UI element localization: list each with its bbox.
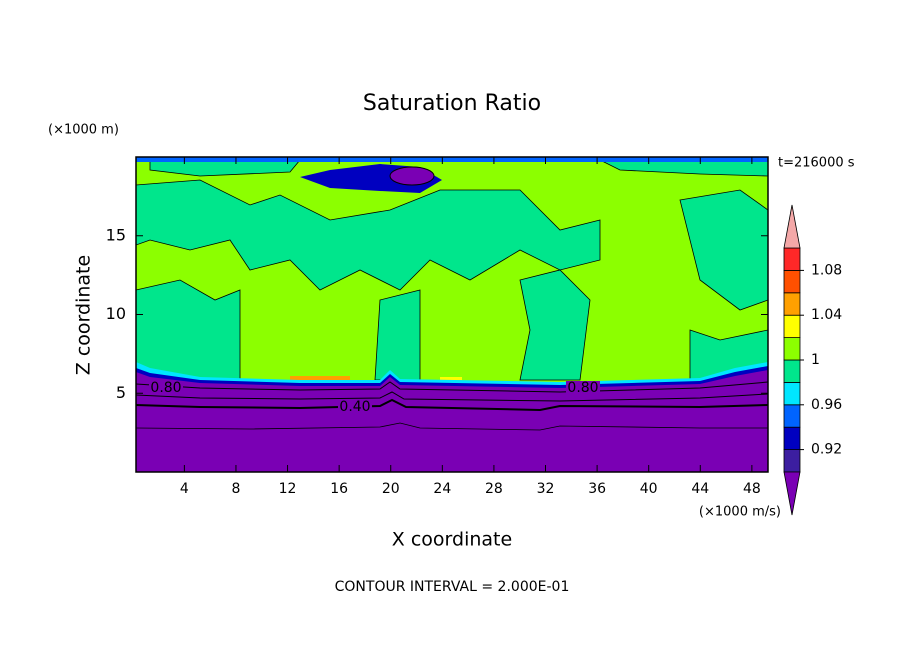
y-units: (×1000 m) xyxy=(48,123,119,138)
x-tick-label: 28 xyxy=(485,481,503,497)
x-tick-label: 24 xyxy=(433,481,451,497)
y-tick-label: 15 xyxy=(106,225,126,244)
x-tick-label: 48 xyxy=(743,481,761,497)
x-units: (×1000 m/s) xyxy=(699,505,781,520)
contour-label-bg xyxy=(338,400,372,414)
contour-label-bg xyxy=(566,381,600,395)
x-tick-label: 8 xyxy=(231,481,240,497)
footer: CONTOUR INTERVAL = 2.000E-01 xyxy=(335,579,570,595)
x-tick-label: 16 xyxy=(330,481,348,497)
contour-label: 0.80 xyxy=(150,380,181,396)
colorbar-under xyxy=(783,471,801,516)
x-tick-label: 4 xyxy=(180,481,189,497)
contour-label-bg xyxy=(149,381,183,395)
colorbar-band xyxy=(783,449,801,473)
colorbar-band xyxy=(783,337,801,361)
x-tick-label: 32 xyxy=(537,481,555,497)
contour-field xyxy=(136,157,768,472)
chart-title: Saturation Ratio xyxy=(363,91,541,116)
x-axis-label: X coordinate xyxy=(392,529,512,551)
y-tick-label: 5 xyxy=(116,383,126,402)
x-tick-label: 36 xyxy=(588,481,606,497)
x-tick-label: 40 xyxy=(640,481,658,497)
colorbar-band xyxy=(783,359,801,383)
y-axis-label: Z coordinate xyxy=(73,255,95,375)
time-label: t=216000 s xyxy=(778,156,855,171)
colorbar-band xyxy=(783,404,801,428)
contour-label: 0.80 xyxy=(567,380,598,396)
x-tick-label: 12 xyxy=(279,481,297,497)
x-tick-label: 44 xyxy=(691,481,709,497)
y-tick-label: 10 xyxy=(106,304,126,323)
colorbar-tick-label: 1.04 xyxy=(811,307,842,323)
colorbar-band xyxy=(783,247,801,271)
colorbar-tick-label: 0.92 xyxy=(811,442,842,458)
colorbar-tick-label: 0.96 xyxy=(811,397,842,413)
colorbar-band xyxy=(783,381,801,406)
x-tick-label: 20 xyxy=(382,481,400,497)
colorbar-band xyxy=(783,292,801,316)
colorbar-band xyxy=(783,426,801,451)
colorbar-tick-label: 1 xyxy=(811,352,820,368)
colorbar-band xyxy=(783,314,801,339)
contour-label: 0.40 xyxy=(339,399,370,415)
colorbar-band xyxy=(783,269,801,294)
colorbar-tick-label: 1.08 xyxy=(811,262,842,278)
colorbar-over xyxy=(783,204,801,249)
